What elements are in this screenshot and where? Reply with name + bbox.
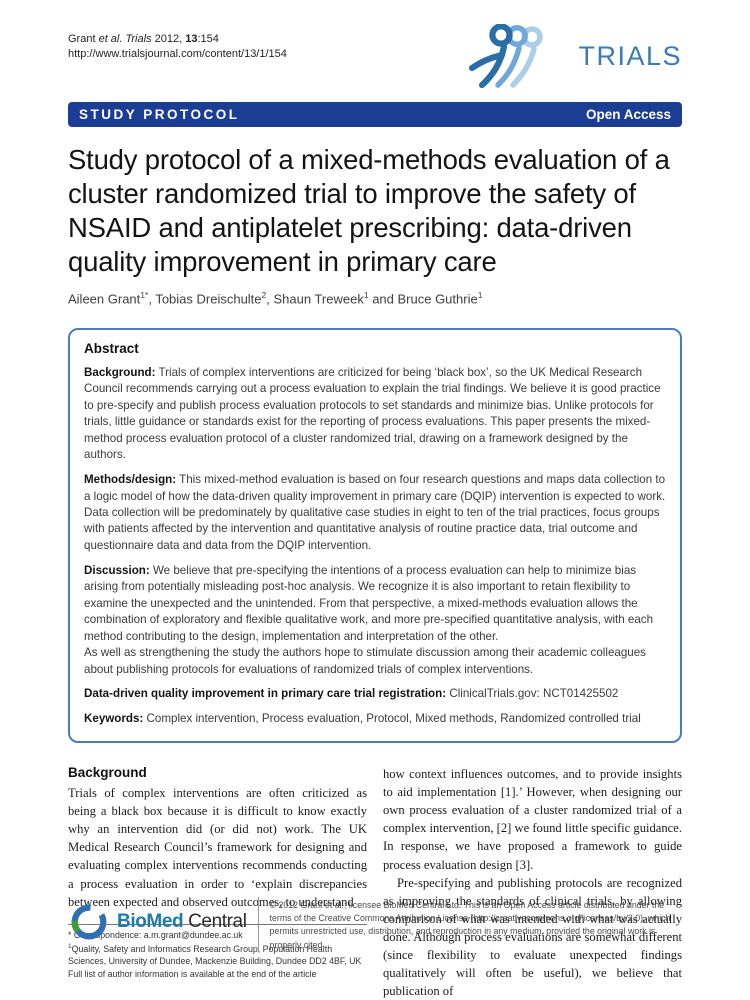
author-name: Shaun Treweek bbox=[273, 291, 364, 307]
body-paragraph: Pre-specifying and publishing protocols … bbox=[383, 875, 682, 999]
author-name: Bruce Guthrie bbox=[397, 291, 478, 307]
left-column: Background Trials of complex interventio… bbox=[68, 765, 367, 1000]
article-type-label: STUDY PROTOCOL bbox=[79, 107, 240, 122]
footer-divider bbox=[257, 897, 259, 952]
abstract-discussion: Discussion: We believe that pre-specifyi… bbox=[84, 563, 654, 643]
citation-line: Grant et al. Trials 2012, 13:154 bbox=[68, 32, 287, 47]
section-heading-background: Background bbox=[68, 764, 147, 780]
author-name: Aileen Grant bbox=[68, 291, 141, 307]
section-label: Discussion: bbox=[84, 563, 150, 577]
citation-pages: :154 bbox=[197, 33, 219, 45]
citation-year: 2012, bbox=[151, 33, 186, 45]
trials-journal-logo: TRIALS bbox=[466, 24, 682, 88]
correspondence-line[interactable]: * Correspondence: a.m.grant@dundee.ac.uk bbox=[68, 929, 243, 940]
abstract-background: Background: Trials of complex interventi… bbox=[84, 365, 661, 462]
open-access-label: Open Access bbox=[585, 107, 671, 122]
abstract-heading: Abstract bbox=[84, 341, 139, 357]
section-label: Data-driven quality improvement in prima… bbox=[84, 687, 447, 701]
biomedcentral-ring-icon bbox=[71, 904, 107, 940]
biomed-central-logo: BioMed Central bbox=[68, 897, 247, 943]
section-label: Methods/design: bbox=[84, 473, 177, 487]
body-paragraph: how context influences outcomes, and to … bbox=[383, 766, 683, 872]
publisher-footer: BioMed Central © 2012 Grant et al.; lice… bbox=[68, 897, 682, 952]
article-title: Study protocol of a mixed-methods evalua… bbox=[68, 144, 670, 277]
abstract-trial-registration: Data-driven quality improvement in prima… bbox=[84, 687, 619, 701]
journal-name: TRIALS bbox=[578, 40, 682, 71]
right-column: how context influences outcomes, and to … bbox=[383, 765, 682, 1000]
citation-journal: et al. Trials bbox=[98, 33, 152, 45]
copyright-notice: © 2012 Grant et al.; licensee BioMed Cen… bbox=[269, 900, 671, 950]
article-url-link[interactable]: http://www.trialsjournal.com/content/13/… bbox=[68, 48, 287, 60]
author-list: Aileen Grant1*, Tobias Dreischulte2, Sha… bbox=[68, 290, 483, 307]
section-label: Background: bbox=[84, 365, 156, 379]
trials-runner-icon bbox=[469, 24, 544, 88]
author-affiliation-mark: 1 bbox=[477, 290, 483, 300]
page-header: Grant et al. Trials 2012, 13:154 http://… bbox=[68, 0, 682, 88]
author-affiliation-mark: 1* bbox=[140, 290, 149, 300]
correspondence-footnote: * Correspondence: a.m.grant@dundee.ac.uk… bbox=[68, 923, 367, 981]
abstract-box: Abstract Background: Trials of complex i… bbox=[68, 328, 682, 743]
article-body: Background Trials of complex interventio… bbox=[68, 765, 682, 1000]
citation-block: Grant et al. Trials 2012, 13:154 http://… bbox=[68, 32, 287, 62]
article-type-banner: STUDY PROTOCOL Open Access bbox=[68, 102, 682, 127]
author-affiliation-mark: 2 bbox=[261, 290, 267, 300]
citation-volume: 13 bbox=[185, 33, 198, 45]
author-affiliation-mark: 1 bbox=[363, 290, 369, 300]
abstract-methods: Methods/design: This mixed-method evalua… bbox=[84, 473, 666, 552]
affiliation-line: 1Quality, Safety and Informatics Researc… bbox=[68, 942, 362, 967]
section-label: Keywords: bbox=[84, 712, 144, 726]
abstract-discussion-continued: As well as strengthening the study the a… bbox=[84, 646, 646, 676]
abstract-keywords: Keywords: Complex intervention, Process … bbox=[84, 712, 641, 726]
author-name: Tobias Dreischulte bbox=[155, 291, 262, 307]
citation-author: Grant bbox=[68, 33, 99, 45]
author-info-note: Full list of author information is avail… bbox=[68, 968, 317, 979]
biomed-central-wordmark: BioMed Central bbox=[117, 911, 247, 932]
body-paragraph: Trials of complex interventions are ofte… bbox=[68, 785, 367, 909]
